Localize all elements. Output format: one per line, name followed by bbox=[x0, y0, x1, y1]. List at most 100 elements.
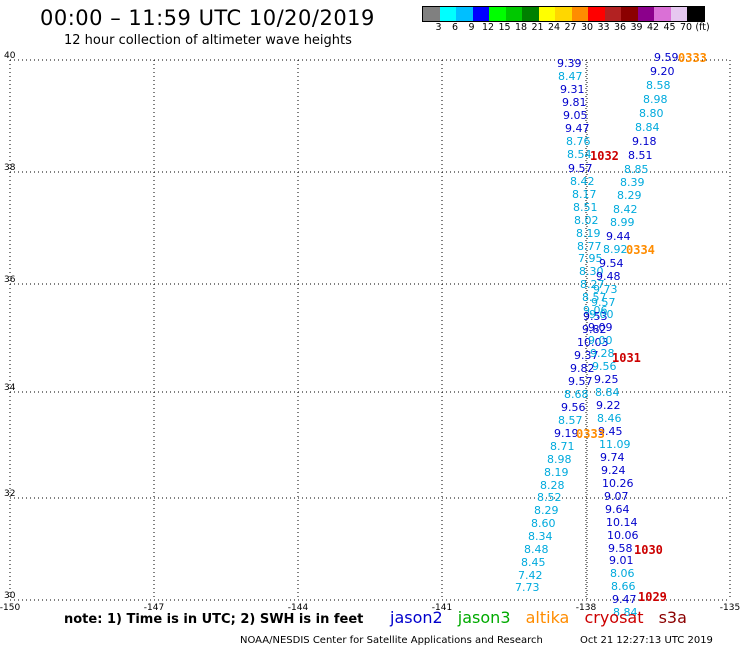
wave-height-value: 9.01 bbox=[609, 554, 634, 567]
lon-tick-label: -147 bbox=[144, 603, 164, 613]
wave-height-value: 8.84 bbox=[595, 386, 620, 399]
pass-time-label: 1030 bbox=[634, 543, 663, 557]
wave-height-value: 7.95 bbox=[578, 252, 603, 265]
colorbar-label: 42 bbox=[646, 22, 660, 33]
pass-time-label: 0334 bbox=[626, 243, 655, 257]
colorbar-swatch bbox=[555, 7, 572, 21]
wave-height-value: 9.19 bbox=[554, 427, 579, 440]
wave-height-value: 8.71 bbox=[550, 440, 575, 453]
wave-height-value: 8.47 bbox=[558, 70, 583, 83]
wave-height-value: 8.68 bbox=[564, 388, 589, 401]
lat-tick-label: 34 bbox=[4, 383, 16, 393]
wave-height-value: 9.47 bbox=[565, 122, 590, 135]
wave-height-value: 9.54 bbox=[599, 257, 624, 270]
colorbar-label: 3 bbox=[435, 22, 442, 33]
wave-height-value: 8.85 bbox=[624, 163, 649, 176]
wave-height-value: 9.09 bbox=[588, 321, 613, 334]
lon-tick-label: -138 bbox=[576, 603, 597, 613]
pass-time-label: 1032 bbox=[590, 149, 619, 163]
wave-height-value: 9.81 bbox=[562, 96, 587, 109]
page-title: 00:00 – 11:59 UTC 10/20/2019 bbox=[40, 6, 375, 30]
lat-tick-label: 32 bbox=[4, 489, 15, 499]
legend-jason2: jason2 bbox=[390, 608, 443, 627]
colorbar-label: 27 bbox=[564, 22, 577, 33]
colorbar-swatch bbox=[687, 7, 704, 21]
wave-height-value: 9.56 bbox=[592, 360, 617, 373]
colorbar-label: 18 bbox=[514, 22, 528, 33]
wave-height-value: 8.57 bbox=[558, 414, 583, 427]
wave-height-value: 8.52 bbox=[537, 491, 562, 504]
colorbar-label: 33 bbox=[597, 22, 610, 33]
wave-height-value: 8.06 bbox=[610, 567, 635, 580]
wave-height-value: 9.37 bbox=[574, 349, 599, 362]
colorbar-swatch bbox=[522, 7, 539, 21]
wave-height-value: 9.39 bbox=[557, 57, 582, 70]
wave-height-value: 9.18 bbox=[632, 135, 657, 148]
colorbar-label: 45 bbox=[663, 22, 676, 33]
axis-labels: 40 38 36 34 32 30 -150 -147 -144 -141 -138 -135 bbox=[0, 51, 740, 613]
colorbar-labels: 3 6 9 12 15 18 21 24 27 30 33 36 39 42 45 70 (ft) bbox=[422, 22, 740, 34]
track-time-labels: 0333 1032 0334 1031 0333 1030 1029 bbox=[576, 51, 707, 604]
wave-height-value: 10.14 bbox=[606, 516, 638, 529]
wave-height-value: 9.48 bbox=[596, 270, 621, 283]
wave-height-value: 8.76 bbox=[566, 135, 591, 148]
footnote: note: 1) Time is in UTC; 2) SWH is in fe… bbox=[64, 612, 364, 627]
wave-height-value: 8.66 bbox=[611, 580, 636, 593]
wave-height-value: 8.58 bbox=[646, 79, 671, 92]
colorbar-swatch bbox=[538, 7, 555, 21]
lat-tick-label: 36 bbox=[4, 275, 16, 285]
wave-height-value: 8.17 bbox=[572, 188, 597, 201]
wave-height-value: 9.31 bbox=[560, 83, 585, 96]
wave-height-tracks: 9.398.479.319.819.059.478.768.549.578.42… bbox=[515, 51, 679, 619]
colorbar-swatch bbox=[505, 7, 522, 21]
colorbar-swatch bbox=[621, 7, 638, 21]
wave-height-value: 9.56 bbox=[561, 401, 586, 414]
legend-s3a: s3a bbox=[658, 608, 687, 627]
lat-tick-label: 30 bbox=[4, 591, 16, 601]
wave-height-value: 8.42 bbox=[570, 175, 595, 188]
wave-height-value: 9.20 bbox=[650, 65, 675, 78]
colorbar-swatch bbox=[571, 7, 588, 21]
wave-height-value: 8.48 bbox=[524, 543, 549, 556]
wave-height-value: 8.51 bbox=[628, 149, 653, 162]
colorbar-label: 12 bbox=[481, 22, 495, 33]
pass-time-label: 0333 bbox=[576, 427, 605, 441]
colorbar-label: 9 bbox=[468, 22, 475, 33]
wave-height-value: 10.06 bbox=[607, 529, 639, 542]
wave-height-value: 9.82 bbox=[582, 323, 607, 336]
pass-time-label: 1031 bbox=[612, 351, 641, 365]
colorbar-swatch bbox=[439, 7, 456, 21]
colorbar-label: 15 bbox=[498, 22, 511, 33]
wave-height-value: 8.28 bbox=[540, 479, 565, 492]
wave-height-value: 9.25 bbox=[594, 373, 619, 386]
wave-height-value: 9.58 bbox=[608, 542, 633, 555]
wave-height-value: 9.06 bbox=[583, 304, 608, 317]
wave-height-value: 9.47 bbox=[612, 593, 637, 606]
colorbar-swatch bbox=[604, 7, 621, 21]
wave-height-value: 9.45 bbox=[598, 425, 623, 438]
colorbar-label: 30 bbox=[580, 22, 594, 33]
wave-height-value: 8.45 bbox=[521, 556, 546, 569]
wave-height-value: 8.84 bbox=[635, 121, 660, 134]
lat-tick-label: 40 bbox=[4, 51, 16, 61]
wave-height-value: 8.19 bbox=[576, 227, 601, 240]
wave-height-value: 8.84 bbox=[613, 606, 638, 619]
wave-height-value: 9.07 bbox=[604, 490, 629, 503]
wave-height-value: 9.24 bbox=[601, 464, 626, 477]
wave-height-value: 8.30 bbox=[579, 265, 604, 278]
colorbar-swatch bbox=[456, 7, 473, 21]
lat-tick-label: 38 bbox=[4, 163, 16, 173]
grid-lines bbox=[9, 59, 731, 601]
wave-height-value: 9.59 bbox=[654, 51, 679, 64]
pass-time-label: 1029 bbox=[638, 590, 667, 604]
lon-tick-label: -135 bbox=[720, 603, 740, 613]
colorbar-swatch bbox=[588, 7, 605, 21]
lon-tick-label: -144 bbox=[288, 603, 309, 613]
satellite-legend: jason2 jason3 altika cryosat s3a bbox=[390, 608, 697, 627]
wave-height-value: 9.57 bbox=[568, 375, 593, 388]
footer-timestamp: Oct 21 12:27:13 UTC 2019 bbox=[580, 635, 713, 646]
wave-height-value: 9.82 bbox=[570, 362, 595, 375]
wave-height-value: 9.44 bbox=[606, 230, 631, 243]
wave-height-value: 10.03 bbox=[577, 336, 609, 349]
